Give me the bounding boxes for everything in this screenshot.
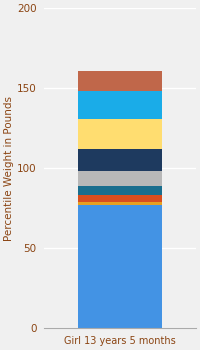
Bar bbox=[78, 172, 162, 186]
Bar bbox=[78, 71, 162, 91]
Bar bbox=[78, 91, 162, 119]
Bar bbox=[78, 149, 162, 172]
Bar bbox=[78, 186, 162, 195]
Bar bbox=[78, 202, 162, 205]
Y-axis label: Percentile Weight in Pounds: Percentile Weight in Pounds bbox=[4, 96, 14, 241]
Bar bbox=[78, 119, 162, 149]
Bar bbox=[78, 195, 162, 202]
Bar bbox=[78, 205, 162, 328]
